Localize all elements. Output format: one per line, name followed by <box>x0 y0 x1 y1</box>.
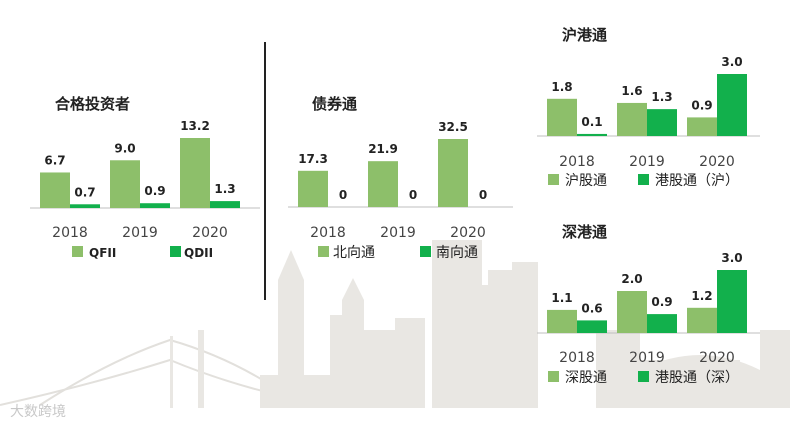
data-label: 1.8 <box>551 80 572 94</box>
bar-sh-s0-2018 <box>547 98 577 136</box>
x-tick-label: 2019 <box>122 225 158 241</box>
data-label: 1.1 <box>551 291 572 305</box>
data-label: 32.5 <box>438 120 468 134</box>
legend-swatch <box>420 246 431 257</box>
bar-sh-s1-2019 <box>647 109 677 136</box>
x-tick-label: 2019 <box>629 350 665 366</box>
skyline-background <box>0 240 790 408</box>
data-label: 0.7 <box>74 185 95 199</box>
legend-swatch <box>318 246 329 257</box>
bar-sz-s1-2020 <box>717 270 747 333</box>
legend-label: 北向通 <box>333 245 375 261</box>
chart-sz: 深港通 1.1 0.6 2018 2.0 0.9 2019 1.2 3.0 2020 深股通 港股通（… <box>537 223 760 386</box>
data-label: 0 <box>339 188 347 202</box>
x-tick-label: 2018 <box>310 225 346 241</box>
bar-qfii-s0-2020 <box>180 138 210 208</box>
legend-swatch <box>548 174 559 185</box>
bar-sz-s0-2020 <box>687 307 717 333</box>
data-label: 9.0 <box>114 141 135 155</box>
x-tick-label: 2018 <box>52 225 88 241</box>
watermark-text: 大数跨境 <box>10 404 66 420</box>
data-label: 0.9 <box>144 184 165 198</box>
x-tick-label: 2020 <box>699 350 735 366</box>
chart-bond: 债券通 17.3 0 2018 21.9 0 2019 32.5 0 2020 北向通 南向通 <box>288 95 513 261</box>
chart-title: 深港通 <box>562 223 607 241</box>
data-label: 0.1 <box>581 115 602 129</box>
legend-label: 南向通 <box>436 245 478 261</box>
chart-title: 合格投资者 <box>54 95 130 113</box>
legend-label: 沪股通 <box>565 173 607 189</box>
bar-sh-s1-2020 <box>717 74 747 136</box>
chart-sh: 沪港通 1.8 0.1 2018 1.6 1.3 2019 0.9 3.0 2020 沪股通 港股通（… <box>537 26 760 189</box>
x-tick-label: 2019 <box>380 225 416 241</box>
data-label: 17.3 <box>298 152 328 166</box>
bar-qfii-s1-2019 <box>140 203 170 208</box>
legend-swatch <box>638 371 649 382</box>
bar-sz-s1-2019 <box>647 314 677 333</box>
x-tick-label: 2018 <box>559 154 595 170</box>
x-tick-label: 2019 <box>629 154 665 170</box>
bar-sh-s0-2019 <box>617 102 647 136</box>
legend-swatch <box>170 246 181 257</box>
chart-title: 沪港通 <box>562 26 607 44</box>
data-label: 13.2 <box>180 119 210 133</box>
bar-qfii-s1-2018 <box>70 204 100 208</box>
legend-label: 港股通（深） <box>655 370 739 386</box>
bar-bond-s0-2019 <box>368 161 398 207</box>
bar-bond-s0-2018 <box>298 170 328 207</box>
data-label: 6.7 <box>44 153 65 167</box>
legend-swatch <box>638 174 649 185</box>
bar-qfii-s0-2019 <box>110 160 140 208</box>
legend-label: 深股通 <box>565 370 607 386</box>
bar-sh-s1-2018 <box>577 133 607 136</box>
bar-sh-s0-2020 <box>687 117 717 136</box>
bar-sz-s1-2018 <box>577 320 607 333</box>
data-label: 0 <box>409 188 417 202</box>
legend-swatch <box>548 371 559 382</box>
data-label: 1.3 <box>214 182 235 196</box>
data-label: 1.6 <box>621 84 642 98</box>
bar-sz-s0-2018 <box>547 309 577 333</box>
data-label: 1.3 <box>651 90 672 104</box>
x-tick-label: 2018 <box>559 350 595 366</box>
data-label: 0.9 <box>691 98 712 112</box>
bar-qfii-s1-2020 <box>210 201 240 208</box>
legend-label: 港股通（沪） <box>655 173 739 189</box>
chart-qfii: 合格投资者 6.7 0.7 2018 9.0 0.9 2019 13.2 1.3 2020 QFII… <box>30 95 260 260</box>
data-label: 3.0 <box>721 55 742 69</box>
x-tick-label: 2020 <box>450 225 486 241</box>
legend-swatch <box>72 246 83 257</box>
data-label: 21.9 <box>368 142 398 156</box>
x-tick-label: 2020 <box>699 154 735 170</box>
data-label: 0.9 <box>651 295 672 309</box>
chart-title: 债券通 <box>312 95 357 113</box>
bar-sz-s0-2019 <box>617 291 647 333</box>
bar-bond-s0-2020 <box>438 139 468 207</box>
legend-label: QFII <box>89 246 116 260</box>
data-label: 0 <box>479 188 487 202</box>
data-label: 1.2 <box>691 289 712 303</box>
bar-qfii-s0-2018 <box>40 172 70 208</box>
legend-label: QDII <box>184 246 213 260</box>
data-label: 3.0 <box>721 251 742 265</box>
x-tick-label: 2020 <box>192 225 228 241</box>
data-label: 2.0 <box>621 272 642 286</box>
data-label: 0.6 <box>581 301 602 315</box>
